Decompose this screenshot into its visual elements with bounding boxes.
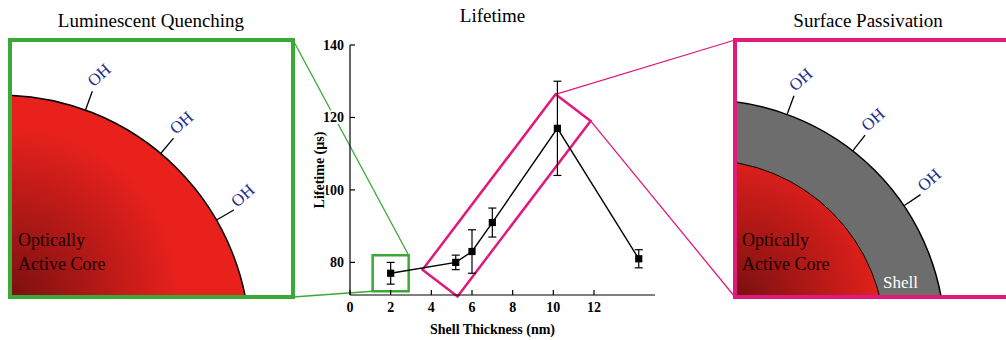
data-point: [452, 259, 459, 266]
y-tick: [350, 262, 355, 263]
error-bar: [488, 208, 496, 237]
shell-label: Shell: [883, 273, 918, 292]
x-tick: [431, 290, 432, 295]
core-label: Active Core: [18, 254, 105, 274]
x-tick-label: 2: [387, 300, 394, 315]
error-bar: [452, 255, 460, 269]
x-tick: [593, 290, 594, 295]
error-bar-cap: [468, 273, 476, 274]
surface-group-label: OH: [785, 64, 816, 95]
bond-line: [904, 195, 921, 206]
error-bar: [468, 230, 476, 273]
x-axis-line: [350, 294, 655, 295]
data-point: [554, 125, 561, 132]
x-tick-label: 4: [428, 300, 435, 315]
data-point: [387, 270, 394, 277]
error-bar-cap: [468, 229, 476, 230]
x-tick-label: 6: [469, 300, 476, 315]
x-tick: [390, 290, 391, 295]
data-point: [635, 255, 642, 262]
x-tick: [512, 290, 513, 295]
data-line: [391, 128, 639, 273]
highlight-box: [373, 255, 409, 291]
error-bar-cap: [553, 175, 561, 176]
error-bar-cap: [452, 269, 460, 270]
surface-group-label: OH: [914, 165, 945, 196]
core-label: Active Core: [742, 254, 829, 274]
connector-line: [293, 40, 409, 255]
panel-body: [10, 40, 293, 297]
surface-group-label: OH: [166, 108, 197, 139]
core-label: Optically: [18, 230, 85, 250]
connector-line: [556, 40, 735, 94]
plot-marks: [387, 81, 643, 284]
bond-line: [86, 91, 93, 110]
panel-frame: [10, 40, 293, 297]
error-bar-cap: [488, 236, 496, 237]
bond-line: [787, 96, 794, 115]
error-bar-cap: [488, 207, 496, 208]
connector-line: [591, 121, 735, 297]
y-tick: [350, 44, 355, 45]
bond-line: [161, 138, 174, 153]
core: [735, 160, 885, 297]
bond-line: [217, 210, 234, 220]
error-bar-cap: [387, 262, 395, 263]
error-bar-cap: [635, 267, 643, 268]
x-tick: [349, 290, 350, 295]
highlight-box: [422, 94, 590, 296]
connector-line: [293, 291, 373, 297]
y-axis-title: Lifetime (µs): [312, 131, 328, 208]
panel-title: Luminescent Quenching: [58, 10, 245, 31]
shell: [735, 100, 945, 297]
error-bar-cap: [452, 255, 460, 256]
y-tick-label: 120: [323, 110, 344, 125]
error-bar-cap: [553, 81, 561, 82]
surface-group-label: OH: [857, 104, 888, 135]
data-point: [468, 248, 475, 255]
panel-passivation: Surface Passivation OH OH OH Optically Active…: [465, 10, 1006, 340]
data-point: [489, 219, 496, 226]
core: [10, 95, 250, 297]
panel-quenching: Luminescent Quenching OH OH OH Optically Acti…: [0, 10, 293, 340]
error-bar-cap: [387, 284, 395, 285]
x-tick: [471, 290, 472, 295]
bond-line: [853, 135, 865, 151]
figure: Lifetime80100120140024681012Shell Thickn…: [0, 0, 1006, 340]
x-tick-label: 10: [546, 300, 560, 315]
core-label: Optically: [742, 230, 809, 250]
x-axis-title: Shell Thickness (nm): [430, 322, 555, 338]
chart-title: Lifetime: [460, 5, 525, 26]
error-bar: [635, 250, 643, 268]
error-bar: [553, 81, 561, 175]
y-tick-label: 140: [323, 38, 344, 53]
panel-frame: [735, 40, 1006, 297]
x-tick-label: 12: [587, 300, 601, 315]
panel-body: [735, 40, 1006, 297]
x-tick-label: 8: [509, 300, 516, 315]
y-tick: [350, 189, 355, 190]
y-axis-line: [349, 45, 350, 295]
surface-group-label: OH: [227, 180, 258, 211]
chart: Lifetime80100120140024681012Shell Thickn…: [312, 5, 655, 338]
surface-group-label: OH: [84, 60, 115, 91]
y-tick-label: 80: [330, 255, 344, 270]
x-tick-label: 0: [347, 300, 354, 315]
error-bar-cap: [635, 249, 643, 250]
error-bar: [387, 262, 395, 284]
y-tick: [350, 117, 355, 118]
connectors: [293, 40, 735, 297]
panel-title: Surface Passivation: [793, 10, 943, 31]
x-tick: [553, 290, 554, 295]
